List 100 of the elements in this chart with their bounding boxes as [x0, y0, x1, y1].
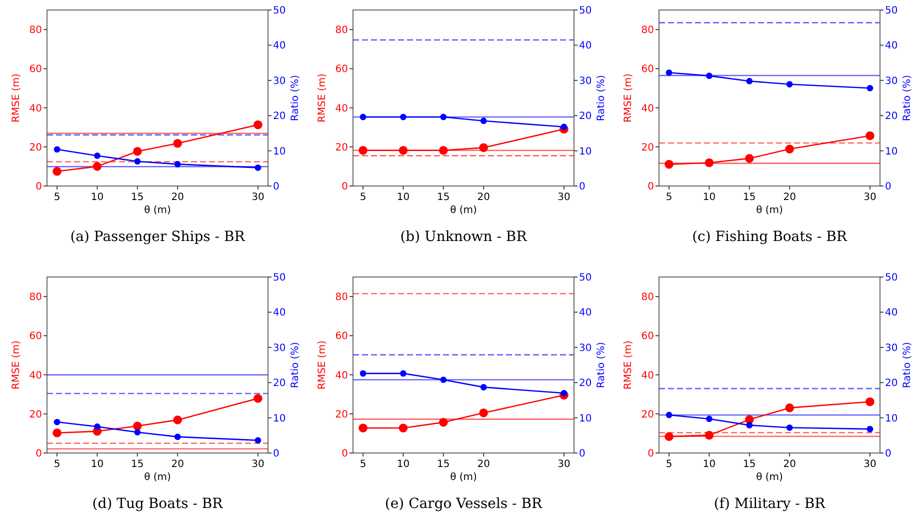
point	[745, 154, 754, 163]
y2-axis-title: Ratio (%)	[596, 342, 607, 388]
y2-tick-label: 50	[579, 6, 592, 16]
y-tick-label: 60	[29, 331, 42, 342]
point	[785, 144, 794, 154]
x-tick-label: 20	[783, 459, 796, 470]
y-axis-title: RMSE (m)	[317, 73, 328, 122]
point	[866, 426, 874, 432]
point	[400, 114, 406, 120]
point	[746, 78, 753, 84]
y2-tick-label: 0	[273, 448, 280, 460]
y2-tick-label: 20	[885, 111, 898, 122]
x-axis-title: θ (m)	[756, 205, 784, 216]
text: (a) Passenger Ships - BR	[70, 229, 246, 245]
y2-tick-label: 50	[273, 6, 286, 16]
y2-tick-label: 0	[579, 448, 586, 460]
x-tick-label: 20	[477, 192, 490, 203]
point	[174, 160, 181, 168]
y-tick-label: 20	[29, 142, 42, 154]
x-tick-label: 30	[558, 192, 570, 203]
point	[664, 160, 674, 169]
point	[174, 434, 181, 440]
y2-tick-label: 10	[885, 146, 898, 158]
point	[704, 430, 714, 440]
point	[358, 146, 368, 155]
y2-tick-label: 50	[579, 272, 592, 284]
x-tick-label: 10	[396, 459, 410, 470]
y-tick-label: 40	[335, 370, 348, 382]
y2-tick-label: 30	[273, 76, 286, 87]
y-tick-label: 80	[29, 25, 42, 36]
point	[398, 424, 408, 432]
x-tick-label: 5	[360, 459, 366, 470]
y-tick-label: 60	[335, 331, 348, 342]
x-tick-label: 30	[558, 459, 570, 470]
y-tick-label: 0	[36, 182, 42, 192]
point	[173, 416, 182, 424]
y-tick-label: 40	[335, 103, 348, 114]
x-axis-title: θ (m)	[756, 472, 784, 483]
point	[480, 384, 487, 390]
y2-tick-label: 20	[273, 111, 286, 122]
x-tick-label: 20	[783, 192, 796, 203]
y2-tick-label: 10	[885, 413, 898, 424]
y-tick-label: 80	[641, 292, 654, 304]
x-tick-label: 10	[90, 459, 104, 470]
point	[439, 418, 448, 427]
y-tick-label: 40	[641, 370, 654, 382]
y2-axis-title: Ratio (%)	[290, 74, 301, 122]
x-axis-title: θ (m)	[144, 472, 172, 483]
y2-tick-label: 10	[579, 146, 592, 158]
y-tick-label: 40	[29, 370, 42, 382]
x-tick-label: 15	[131, 459, 144, 470]
y2-tick-label: 10	[273, 413, 286, 424]
x-axis-title: θ (m)	[450, 205, 478, 216]
point	[358, 424, 368, 432]
x-tick-label: 10	[396, 192, 410, 203]
point	[54, 418, 60, 426]
y2-tick-label: 20	[273, 378, 286, 390]
point	[254, 437, 262, 444]
point	[52, 428, 62, 438]
y2-tick-label: 50	[885, 272, 898, 284]
y2-tick-label: 30	[579, 76, 592, 87]
y2-tick-label: 40	[273, 308, 286, 319]
point	[479, 408, 488, 418]
point	[480, 118, 487, 124]
x-tick-label: 30	[252, 192, 264, 203]
point	[254, 164, 262, 171]
y2-tick-label: 40	[273, 40, 286, 52]
y2-tick-label: 0	[885, 448, 892, 460]
point	[785, 403, 794, 412]
y2-tick-label: 50	[273, 272, 286, 284]
y2-tick-label: 30	[885, 342, 898, 354]
text: (c) Fishing Boats - BR	[692, 229, 848, 245]
point	[786, 424, 793, 431]
y-tick-label: 40	[641, 103, 654, 114]
x-tick-label: 20	[171, 192, 184, 203]
y-tick-label: 20	[335, 409, 348, 420]
y2-tick-label: 50	[885, 6, 898, 16]
point	[173, 138, 182, 148]
x-tick-label: 5	[54, 459, 60, 470]
point	[133, 146, 142, 156]
text: (f) Military - BR	[714, 496, 826, 512]
x-tick-label: 15	[743, 459, 756, 470]
point	[94, 423, 100, 430]
y-tick-label: 60	[335, 64, 348, 76]
point	[133, 422, 142, 430]
x-tick-label: 10	[90, 192, 104, 203]
point	[400, 370, 406, 377]
y2-tick-label: 20	[579, 111, 592, 122]
y-tick-label: 0	[648, 448, 654, 460]
y-tick-label: 80	[335, 292, 348, 304]
y2-tick-label: 0	[273, 182, 280, 192]
y2-tick-label: 10	[273, 146, 286, 158]
y-tick-label: 20	[641, 409, 654, 420]
y2-tick-label: 30	[885, 76, 898, 87]
y-tick-label: 80	[641, 25, 654, 36]
point	[254, 394, 262, 403]
x-tick-label: 20	[171, 459, 184, 470]
point	[706, 72, 712, 80]
point	[666, 69, 672, 76]
point	[360, 114, 366, 120]
